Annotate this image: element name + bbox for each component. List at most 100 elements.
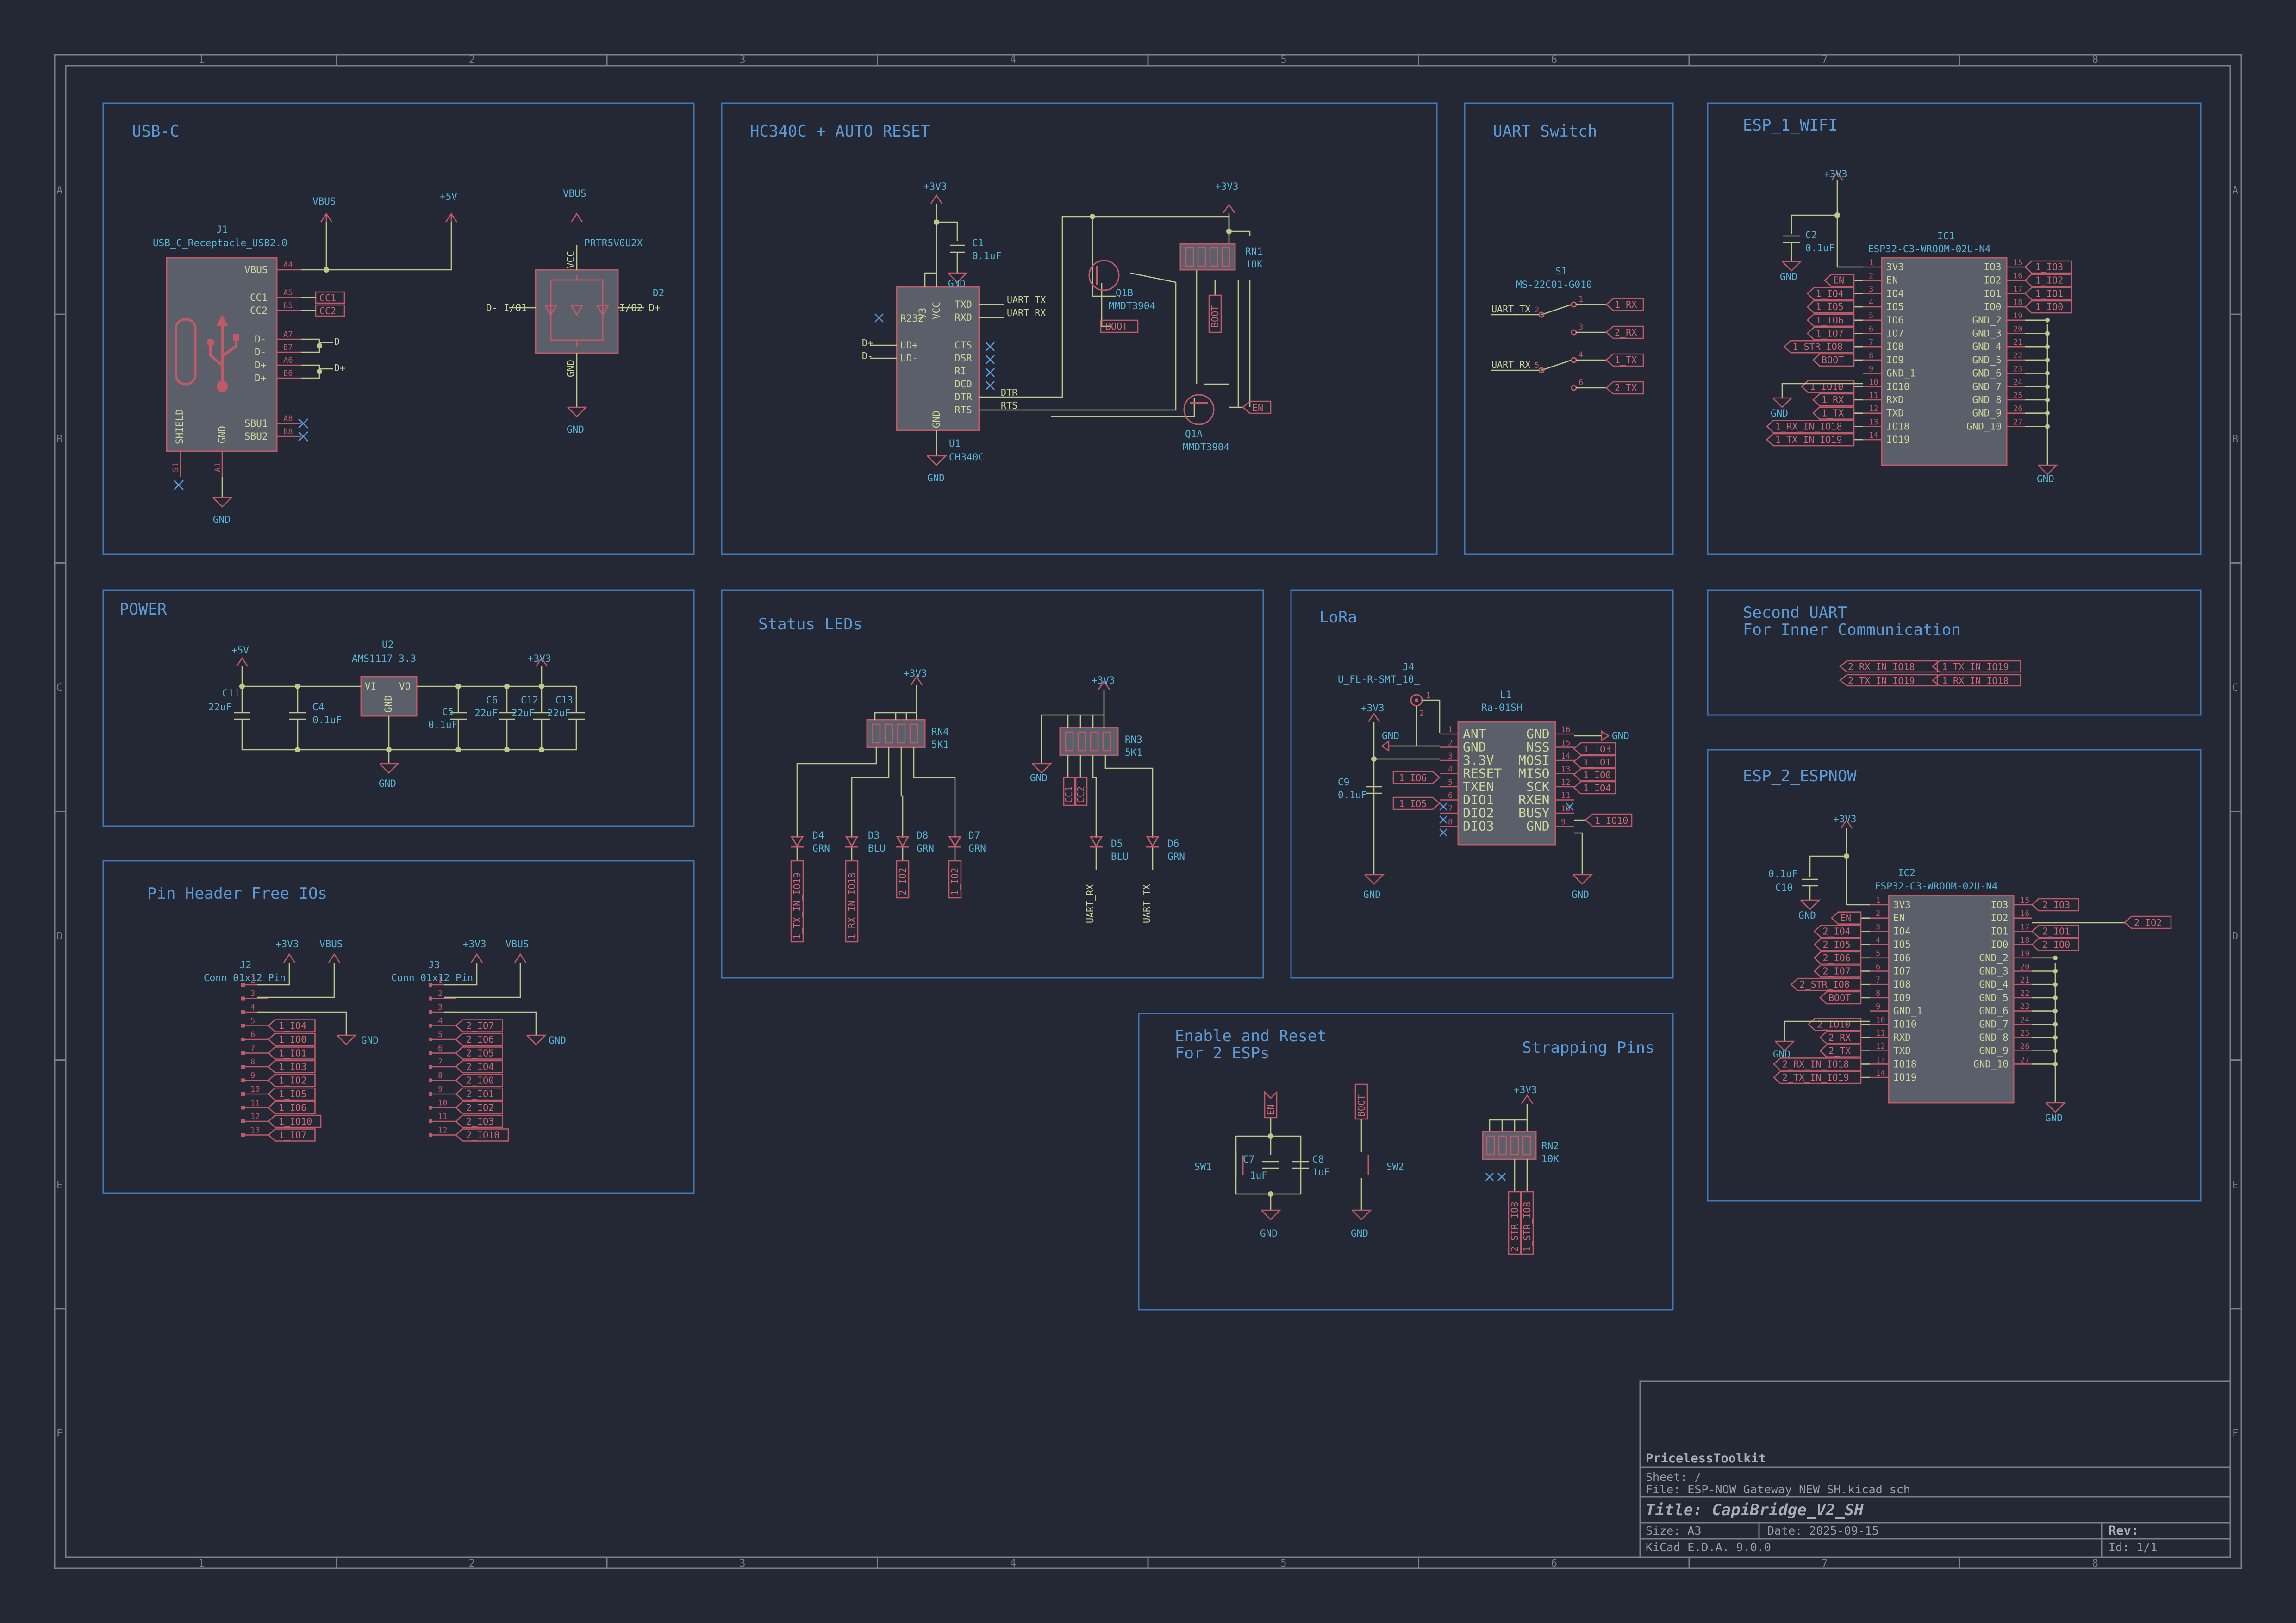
svg-text:C5: C5 — [442, 706, 454, 717]
net-label-text: 2_RX — [1828, 1032, 1851, 1043]
net-label — [1824, 274, 1855, 287]
pin-number: 5 — [250, 1017, 255, 1026]
net-label — [1801, 379, 1855, 393]
net-label — [2024, 300, 2072, 314]
net-label-text: 2_IO1 — [2042, 926, 2070, 937]
pin-name: RXD — [1893, 1032, 1911, 1043]
pin-name: IO10 — [1893, 1019, 1917, 1030]
d2-vcc-pin: VCC — [565, 251, 576, 268]
pin-number: 15 — [1561, 739, 1570, 748]
svg-text:SBU2: SBU2 — [244, 431, 268, 442]
pin-number: 10 — [1561, 804, 1570, 814]
esp2-power: +3V3 GND 0.1uF C10 GND GND 2_IO2 — [1768, 814, 2172, 1124]
pin-number: 16 — [2020, 909, 2029, 919]
ic1-value: ESP32-C3-WROOM-02U-N4 — [1868, 243, 1991, 255]
pin-name: IO6 — [1886, 315, 1904, 326]
pin-name: IO3 — [1991, 899, 2009, 910]
pin-number: 7 — [250, 1044, 255, 1053]
pin-number: 4 — [438, 1017, 443, 1026]
pin-name: IO9 — [1893, 992, 1911, 1003]
ch340-dminus-label: D- — [862, 350, 873, 361]
svg-text:22uF: 22uF — [474, 708, 498, 719]
pin-number: 27 — [2020, 1055, 2029, 1064]
net-label — [2024, 287, 2072, 300]
net-label-text: 2_TX — [1828, 1045, 1851, 1057]
svg-text:1_IO10: 1_IO10 — [1595, 815, 1628, 826]
ic2-reference: IC2 — [1898, 867, 1915, 878]
pin-name: GND_10 — [1973, 1058, 2009, 1070]
tb-company: PricelessToolkit — [1646, 1451, 1766, 1466]
svg-text:GND: GND — [1612, 730, 1629, 741]
pin-name: TXD — [1886, 408, 1904, 419]
uart2-label-d-text: 1_RX_IN_IO18 — [1942, 675, 2009, 686]
net-label-text: 1_IO10 — [1810, 381, 1843, 392]
grid-row-label: A — [56, 185, 62, 197]
net-label-text: 1_IO6 — [279, 1102, 306, 1113]
svg-text:V3: V3 — [917, 308, 928, 319]
uart-switch-block-title: UART Switch — [1493, 122, 1597, 141]
ic1-reference: IC1 — [1937, 230, 1955, 242]
pin-number: 23 — [2020, 1002, 2029, 1012]
svg-text:A5: A5 — [283, 288, 293, 298]
svg-text:UART_TX: UART_TX — [1141, 884, 1152, 923]
uart-switch-block-frame — [1464, 102, 1674, 555]
usb-power-symbols: VBUS +5V GND — [212, 191, 457, 525]
svg-text:B5: B5 — [283, 301, 293, 311]
pin-number: 10 — [250, 1085, 260, 1094]
block-esp1-wifi: ESP_1_WIFI IC1 ESP32-C3-WROOM-02U-N4 1 3V… — [1707, 102, 2202, 555]
pin-number: 3 — [1448, 752, 1453, 761]
svg-text:CC2: CC2 — [319, 305, 336, 317]
uart2-label-c — [1839, 674, 1938, 687]
j1-pin-numbers: A4 A5 B5 A7 B7 A6 B6 A8 B8 S1 A1 — [171, 261, 293, 472]
svg-text:5K1: 5K1 — [931, 739, 949, 750]
pin-name: IO1 — [1984, 288, 2002, 299]
boot-circuit: BOOT GND SW2 — [1351, 1083, 1404, 1239]
j2-pins: 2 3 4 5 1_IO4 6 1_IO0 7 1_IO1 8 1_IO3 9 1_IO2 10 1_IO5… — [241, 976, 322, 1142]
net-label — [268, 1101, 316, 1114]
net-label — [268, 1032, 316, 1046]
pin-number: 19 — [2013, 311, 2022, 321]
net-label-text: 2_IO5 — [1823, 939, 1851, 950]
svg-text:C4: C4 — [312, 702, 324, 713]
pin-name: IO1 — [1991, 926, 2009, 937]
d2-vbus-symbol — [570, 212, 583, 223]
net-label-text: 2_IO2 — [466, 1102, 494, 1113]
grid-col-label: 3 — [739, 54, 745, 66]
pin-number: 3 — [1869, 285, 1873, 294]
grid-col-label: 6 — [1551, 1558, 1557, 1569]
pin-name: 3V3 — [1893, 899, 1911, 910]
svg-text:GND: GND — [948, 278, 966, 289]
ch340-en-label: EN — [1242, 400, 1272, 414]
u2-vi-pin: VI — [365, 681, 376, 692]
pin-number: 17 — [2020, 922, 2029, 932]
grid-col-label: 3 — [739, 1558, 745, 1569]
net-label-text: EN — [1833, 275, 1844, 286]
svg-text:0.1uF: 0.1uF — [428, 719, 457, 730]
grid-row-label: C — [56, 682, 62, 694]
j2-value: Conn_01x12_Pin — [204, 972, 286, 983]
svg-text:+3V3: +3V3 — [463, 939, 487, 950]
uart2-label-a — [1839, 660, 1938, 673]
lora-power: +3V3 GND GND GND GND C9 0.1uF — [1338, 703, 1629, 900]
j4-antenna-connector: 12 — [1410, 691, 1441, 746]
j1-net-d-minus: D- — [334, 336, 345, 347]
net-label-text: 2_IO7 — [1823, 966, 1851, 977]
svg-text:+3V3: +3V3 — [904, 668, 927, 679]
pin-name: IO2 — [1984, 275, 2002, 286]
pin-number: 4 — [1869, 298, 1873, 307]
grid-row-label: C — [2232, 682, 2238, 694]
d2-vbus-label: VBUS — [563, 188, 586, 199]
c2-value: 0.1uF — [1805, 243, 1834, 254]
pin-number: 8 — [1869, 351, 1873, 361]
d2-value: PRTR5V0U2X — [584, 237, 643, 249]
net-label-text: 2_IO7 — [466, 1020, 494, 1032]
net-label-text: 2_IO6 — [466, 1034, 494, 1045]
svg-text:1_TX_IN_IO19: 1_TX_IN_IO19 — [792, 873, 803, 940]
grid-col-label: 7 — [1822, 54, 1828, 66]
pin-number: 8 — [1448, 818, 1453, 827]
svg-text:GRN: GRN — [812, 843, 830, 854]
u2-gnd-pin: GND — [383, 695, 394, 713]
c1-reference: C1 — [972, 237, 984, 249]
pin-name: IO8 — [1886, 341, 1904, 352]
pin-name: GND_6 — [1972, 368, 2002, 379]
